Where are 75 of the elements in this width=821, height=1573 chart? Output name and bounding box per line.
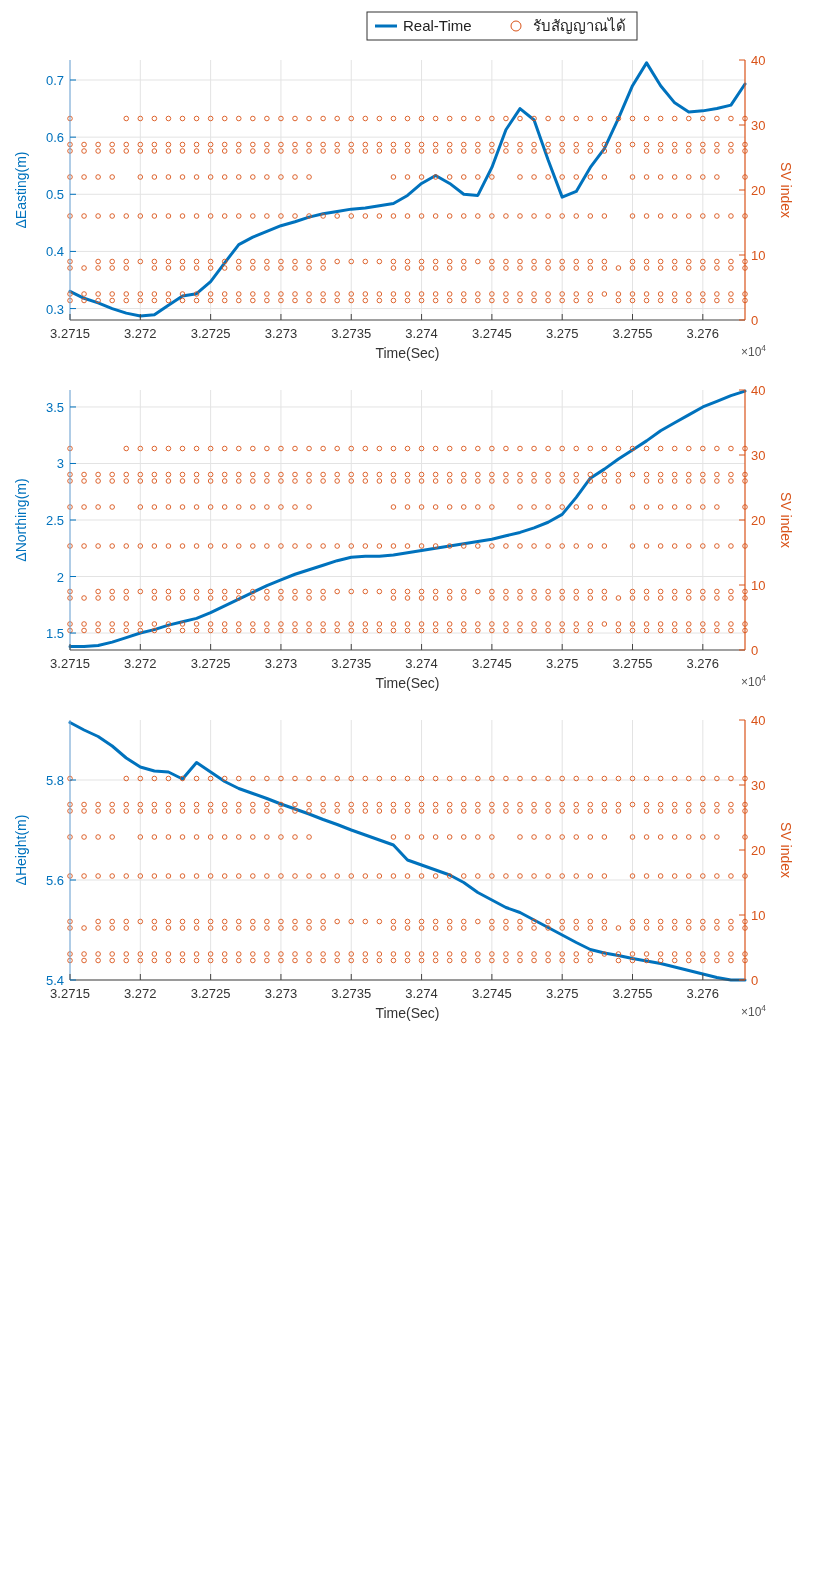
text: ×10$^{4}$ [741,673,767,689]
y-tick-label: 5.6 [45,873,64,888]
y-axis-title: ΔEasting(m) [13,151,29,229]
x-tick-label: 3.2725 [190,986,231,1001]
y2-axis-title: SV index [778,821,794,879]
x-tick-label: 3.2715 [50,326,90,341]
y2-tick-label: 20 [751,183,766,198]
y-tick-label: 3.5 [45,399,64,415]
y2-tick-label: 40 [751,383,766,398]
x-tick-label: 3.2715 [50,656,90,671]
y-tick-label: 0.6 [45,130,64,146]
x-tick-label: 3.274 [405,326,438,341]
y2-axis-title: SV index [778,161,794,219]
line-series [68,389,747,649]
y-tick-label: 0.5 [45,187,64,203]
y-tick-label: 1.5 [45,626,64,642]
y2-tick-label: 10 [751,908,766,923]
y-axis-title: ΔNorthing(m) [13,478,29,562]
y2-tick-label: 30 [751,118,766,133]
legend-label: รับสัญญาณได้ [533,17,626,34]
legend-label: Real-Time [403,17,472,34]
y2-tick-label: 0 [751,643,759,658]
y2-tick-label: 10 [751,578,766,593]
x-tick-label: 3.2725 [190,656,231,671]
x-tick-label: 3.276 [686,326,720,341]
y-tick-label: 0.7 [45,73,64,88]
x-tick-label: 3.274 [405,656,438,671]
x-tick-label: 3.275 [545,986,579,1001]
x-tick-label: 3.2755 [612,986,653,1001]
x-tick-label: 3.276 [686,656,720,671]
text: ×10$^{4}$ [741,343,767,359]
x-tick-label: 3.2755 [612,326,653,341]
x-axis-title: Time(Sec) [375,675,440,691]
y-tick-label: 0.3 [45,301,64,317]
x-tick-label: 3.2735 [331,986,372,1001]
y2-tick-label: 10 [751,248,766,263]
y2-tick-label: 0 [751,973,759,988]
line-series [68,61,747,318]
y-tick-label: 5.8 [45,773,64,788]
line-series [68,721,747,982]
x-tick-label: 3.272 [124,326,157,341]
text: ×10$^{4}$ [741,1003,767,1019]
y-tick-label: 3 [56,456,64,472]
x-tick-label: 3.273 [264,986,298,1001]
y-axis-title: ΔHeight(m) [13,814,29,886]
y2-tick-label: 40 [751,53,766,68]
x-tick-label: 3.2735 [331,326,372,341]
y-tick-label: 0.4 [45,244,64,260]
x-tick-label: 3.2745 [471,986,512,1001]
y2-tick-label: 0 [751,313,759,328]
x-tick-label: 3.273 [264,656,298,671]
y2-tick-label: 20 [751,513,766,528]
x-tick-label: 3.2715 [50,986,90,1001]
y-tick-label: 5.4 [45,973,64,988]
y-tick-label: 2.5 [45,513,64,528]
x-axis-title: Time(Sec) [375,345,440,361]
x-tick-label: 3.2745 [471,656,512,671]
x-tick-label: 3.275 [545,656,579,671]
x-tick-label: 3.272 [124,656,157,671]
y2-tick-label: 30 [751,778,766,793]
y2-tick-label: 40 [751,713,766,728]
x-tick-label: 3.2725 [190,326,231,341]
y2-axis-title: SV index [778,491,794,549]
y-tick-label: 2 [56,569,64,585]
x-tick-label: 3.2755 [612,656,653,671]
x-tick-label: 3.276 [686,986,720,1001]
x-tick-label: 3.2745 [471,326,512,341]
x-tick-label: 3.275 [545,326,579,341]
x-tick-label: 3.274 [405,986,438,1001]
x-tick-label: 3.272 [124,986,157,1001]
y2-tick-label: 30 [751,448,766,463]
x-tick-label: 3.273 [264,326,298,341]
y2-tick-label: 20 [751,843,766,858]
x-tick-label: 3.2735 [331,656,372,671]
x-axis-title: Time(Sec) [375,1005,440,1021]
